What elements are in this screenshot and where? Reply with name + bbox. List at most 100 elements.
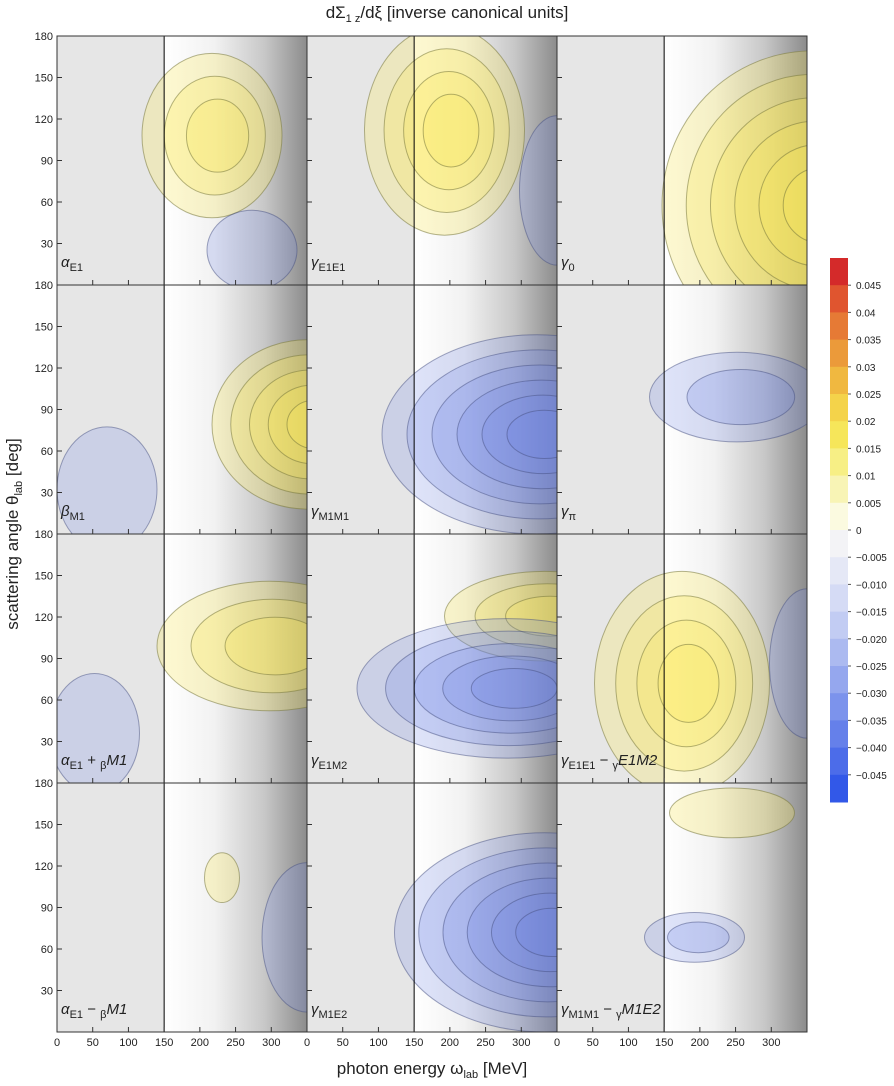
contour (661, 50, 807, 285)
x-tick-label: 150 (655, 1037, 673, 1049)
panel-label-part: γ (311, 752, 320, 769)
above-threshold (164, 783, 307, 1032)
panel-label-part: E1E1 (319, 262, 346, 274)
contour (57, 672, 140, 783)
panel-body (557, 36, 807, 285)
y-tick-label: 60 (41, 944, 53, 956)
y-tick-label: 150 (35, 820, 53, 832)
panel-body (57, 534, 307, 783)
panel-label-part: − (83, 1001, 100, 1018)
colorbar-label: 0.04 (856, 308, 876, 319)
panel: 0 50 100 150 200 250 300 γM1E2 (304, 782, 558, 1049)
x-tick-label: 0 (304, 1037, 310, 1049)
contour (505, 595, 557, 637)
contour (657, 643, 720, 723)
colorbar-swatch (830, 693, 848, 721)
panel: 30 60 90 120 150 180 0 50 100 150 200 250 300 αE1 − β… (35, 778, 308, 1049)
panel-label: γE1M2 (311, 752, 347, 772)
panel-label-part: γ (561, 1001, 570, 1018)
x-tick-label: 300 (262, 1037, 280, 1049)
panel-label: γM1M1 − γM1E2 (561, 1001, 662, 1021)
panel-label: γE1E1 (311, 254, 345, 274)
y-tick-label: 150 (35, 73, 53, 85)
y-tick-label: 60 (41, 695, 53, 707)
contour (685, 74, 807, 285)
panel-body (307, 285, 557, 534)
contour (594, 570, 770, 783)
y-tick-label: 90 (41, 654, 53, 666)
y-tick-label: 90 (41, 903, 53, 915)
below-threshold (307, 36, 415, 285)
below-threshold (57, 36, 165, 285)
contour (190, 598, 307, 694)
colorbar-swatch (830, 530, 848, 558)
contour (734, 121, 807, 285)
panel-label-part: + (83, 752, 100, 769)
y-tick-label: 180 (35, 778, 53, 790)
panel-label: αE1 (61, 254, 83, 274)
colorbar-label: 0.03 (856, 363, 876, 374)
panel-body (57, 783, 307, 1032)
y-tick-label: 180 (35, 529, 53, 541)
colorbar-label: 0.025 (856, 390, 881, 401)
y-tick-label: 30 (41, 488, 53, 500)
above-threshold (664, 285, 807, 534)
contour (156, 580, 307, 712)
above-threshold (664, 783, 807, 1032)
y-axis-label: scattering angle θlab [deg] (3, 438, 25, 629)
y-tick-label: 90 (41, 405, 53, 417)
panel-body (307, 36, 557, 285)
below-threshold (57, 534, 165, 783)
panel-label-part: γ (616, 1009, 622, 1021)
colorbar-swatch (830, 611, 848, 640)
above-threshold (414, 783, 557, 1032)
y-tick-label: 120 (35, 861, 53, 873)
panel-label-part: α (61, 752, 70, 769)
colorbar-swatch (830, 366, 848, 395)
panel-label-part: E1E1 (569, 760, 596, 772)
panel-label-part: α (61, 254, 70, 271)
panel: 30 60 90 120 150 180 βM1 (35, 280, 308, 535)
contour (481, 394, 557, 475)
y-tick-label: 120 (35, 612, 53, 624)
panel-label-part: γ (561, 503, 570, 520)
contour (422, 93, 480, 168)
contour (403, 71, 495, 191)
contour (57, 426, 158, 534)
panel-label-part: 0 (569, 262, 575, 274)
x-tick-label: 100 (619, 1037, 637, 1049)
contour (649, 351, 807, 443)
panel-label-part: − (599, 1001, 616, 1018)
colorbar-label: −0.010 (856, 580, 887, 591)
y-tick-label: 30 (41, 737, 53, 749)
contour (206, 209, 298, 285)
contour (383, 48, 510, 213)
x-tick-label: 50 (337, 1037, 349, 1049)
y-tick-label: 120 (35, 114, 53, 126)
panel-label-part: γ (311, 503, 320, 520)
colorbar-swatch (830, 475, 848, 504)
panel-label: γπ (561, 503, 577, 523)
contour (444, 570, 557, 662)
contour (769, 588, 807, 739)
colorbar-swatch (830, 258, 848, 286)
colorbar-label: −0.040 (856, 744, 887, 755)
panel-body (307, 783, 557, 1032)
panel-label: αE1 + βM1 (61, 752, 127, 772)
contour (710, 97, 807, 285)
contour (230, 354, 307, 495)
above-threshold (164, 285, 307, 534)
contour (249, 369, 307, 480)
panel-label: βM1 (60, 503, 85, 523)
panel-label-part: γ (561, 254, 570, 271)
below-threshold (557, 783, 665, 1032)
colorbar-swatch (830, 774, 848, 803)
y-tick-label: 180 (35, 31, 53, 43)
above-threshold (164, 36, 307, 285)
colorbar-label: −0.015 (856, 608, 887, 619)
colorbar-label: 0.01 (856, 472, 876, 483)
colorbar-label: 0.005 (856, 499, 881, 510)
below-threshold (307, 285, 415, 534)
colorbar-label: −0.020 (856, 635, 887, 646)
x-tick-label: 300 (512, 1037, 530, 1049)
